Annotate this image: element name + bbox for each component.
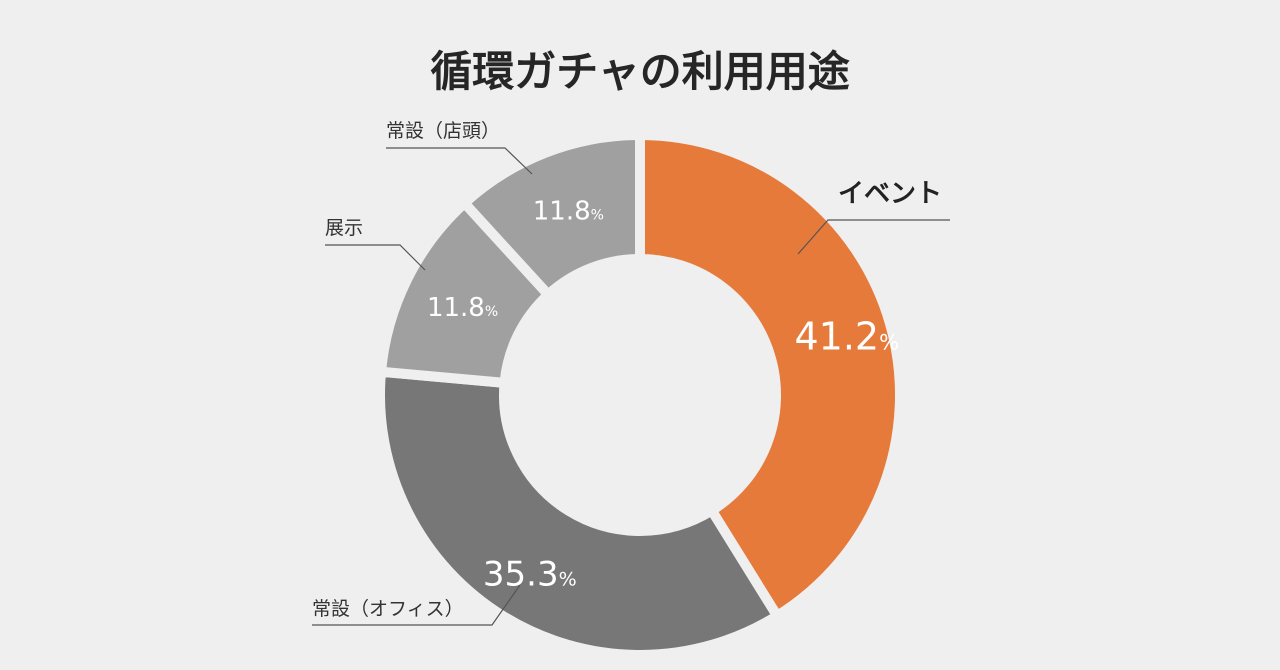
- value-label-イベント: 41.2%: [794, 314, 899, 358]
- value-label-常設-店頭: 11.8%: [533, 197, 604, 227]
- leader-line-展示: [325, 244, 426, 271]
- leader-lines: [312, 147, 950, 626]
- chart-title: 循環ガチャの利用用途: [430, 47, 850, 96]
- value-label-常設-オフィス: 35.3%: [483, 555, 577, 595]
- slice-イベント: [635, 129, 905, 623]
- leader-line-常設-オフィス: [312, 584, 521, 626]
- category-label-展示: 展示: [325, 217, 363, 239]
- slices-group: [375, 129, 905, 660]
- slice-常設-店頭: [457, 129, 645, 302]
- labels-group: 41.2% イベント 35.3% 常設（オフィス） 11.8% 展示 11.8% 常設（店頭）: [312, 120, 942, 620]
- leader-line-イベント: [797, 219, 950, 255]
- category-label-常設-店頭: 常設（店頭）: [386, 120, 500, 142]
- value-label-展示: 11.8%: [427, 293, 498, 323]
- slice-常設-オフィス: [375, 366, 785, 660]
- category-label-常設-オフィス: 常設（オフィス）: [312, 598, 464, 620]
- category-label-イベント: イベント: [838, 179, 942, 209]
- leader-line-常設-店頭: [386, 147, 533, 175]
